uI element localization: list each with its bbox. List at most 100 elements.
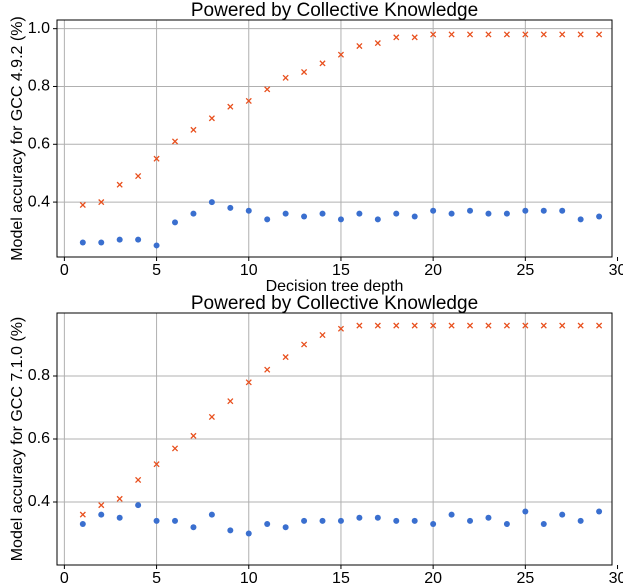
point <box>540 207 547 214</box>
point <box>411 213 418 220</box>
point <box>208 413 215 421</box>
point <box>485 210 492 217</box>
point <box>393 322 400 329</box>
point <box>116 236 123 243</box>
point <box>466 322 474 329</box>
point <box>171 138 179 145</box>
point <box>98 502 105 509</box>
point <box>448 322 455 329</box>
point <box>208 199 215 206</box>
point <box>503 521 510 528</box>
point <box>374 514 381 521</box>
x-tick-label: 0 <box>60 570 69 586</box>
point <box>264 86 271 93</box>
point <box>485 514 492 521</box>
y-tick-label: 0.4 <box>28 193 50 210</box>
point <box>596 322 603 329</box>
point <box>430 322 437 329</box>
y-tick-label: 0.8 <box>28 367 50 384</box>
point <box>540 31 547 38</box>
point <box>301 68 308 76</box>
point <box>98 239 105 246</box>
point <box>227 398 234 405</box>
x-tick-label: 10 <box>240 262 258 279</box>
chart-title: Powered by Collective Knowledge <box>191 0 478 21</box>
point <box>559 511 566 518</box>
point <box>559 322 566 329</box>
point <box>153 155 160 162</box>
point <box>135 502 142 509</box>
point <box>411 517 418 524</box>
point <box>540 521 547 528</box>
point <box>485 322 492 329</box>
y-tick-label: 0.6 <box>28 135 50 152</box>
point <box>227 527 234 534</box>
point <box>485 31 492 38</box>
point <box>503 322 510 329</box>
point <box>430 207 437 214</box>
point <box>337 216 344 223</box>
x-axis-label: Decision tree depth <box>266 278 404 295</box>
point <box>245 379 252 386</box>
point <box>208 115 215 122</box>
point <box>430 521 437 528</box>
point <box>411 34 418 41</box>
point <box>208 511 215 518</box>
point <box>374 322 381 329</box>
point <box>577 517 584 524</box>
y-tick-label: 1.0 <box>28 20 50 37</box>
point <box>596 508 603 515</box>
point <box>153 242 160 249</box>
point <box>135 236 142 243</box>
point <box>540 322 547 329</box>
point <box>596 31 603 38</box>
x-tick-label: 25 <box>516 262 534 279</box>
point <box>356 322 363 329</box>
x-tick-label: 30 <box>609 570 623 586</box>
point <box>374 40 381 47</box>
point <box>135 476 142 484</box>
point <box>577 31 584 38</box>
point <box>319 517 326 524</box>
point <box>596 213 603 220</box>
point <box>522 207 529 214</box>
point <box>430 31 437 38</box>
x-tick-label: 5 <box>152 570 161 586</box>
point <box>116 495 123 502</box>
x-tick-label: 10 <box>240 570 258 586</box>
point <box>79 511 86 518</box>
point <box>301 341 308 348</box>
point <box>448 31 455 38</box>
point <box>245 530 252 537</box>
point <box>98 199 105 206</box>
point <box>172 517 179 524</box>
point <box>172 219 179 226</box>
point <box>356 42 363 50</box>
point <box>116 514 123 521</box>
point <box>356 514 363 521</box>
point <box>301 517 308 524</box>
point <box>79 521 86 528</box>
point <box>466 31 474 38</box>
point <box>79 201 86 209</box>
point <box>245 97 252 104</box>
point <box>79 239 86 246</box>
point <box>393 34 400 41</box>
point <box>559 31 566 38</box>
point <box>282 74 289 81</box>
x-tick-label: 20 <box>424 570 442 586</box>
point <box>577 216 584 223</box>
point <box>577 322 584 329</box>
point <box>264 521 271 528</box>
point <box>467 517 474 524</box>
point <box>411 322 418 329</box>
point <box>337 325 345 332</box>
x-tick-label: 30 <box>609 262 623 279</box>
point <box>374 216 381 223</box>
point <box>319 331 326 339</box>
point <box>282 210 289 217</box>
point <box>153 461 160 468</box>
point <box>337 51 345 58</box>
point <box>393 210 400 217</box>
x-tick-label: 5 <box>152 262 161 279</box>
